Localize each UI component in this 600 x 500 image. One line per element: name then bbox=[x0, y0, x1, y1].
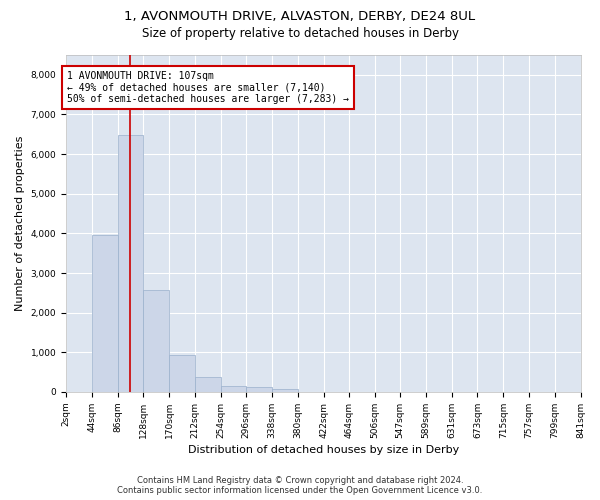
Text: Size of property relative to detached houses in Derby: Size of property relative to detached ho… bbox=[142, 28, 458, 40]
Bar bbox=[272, 389, 298, 392]
Bar bbox=[221, 386, 247, 392]
Text: 1, AVONMOUTH DRIVE, ALVASTON, DERBY, DE24 8UL: 1, AVONMOUTH DRIVE, ALVASTON, DERBY, DE2… bbox=[124, 10, 476, 23]
Text: 1 AVONMOUTH DRIVE: 107sqm
← 49% of detached houses are smaller (7,140)
50% of se: 1 AVONMOUTH DRIVE: 107sqm ← 49% of detac… bbox=[67, 71, 349, 104]
X-axis label: Distribution of detached houses by size in Derby: Distribution of detached houses by size … bbox=[188, 445, 459, 455]
Bar bbox=[195, 377, 221, 392]
Bar bbox=[169, 355, 195, 392]
Bar bbox=[247, 387, 272, 392]
Bar bbox=[118, 135, 143, 392]
Bar bbox=[92, 236, 118, 392]
Text: Contains HM Land Registry data © Crown copyright and database right 2024.
Contai: Contains HM Land Registry data © Crown c… bbox=[118, 476, 482, 495]
Y-axis label: Number of detached properties: Number of detached properties bbox=[15, 136, 25, 311]
Bar bbox=[143, 290, 169, 392]
